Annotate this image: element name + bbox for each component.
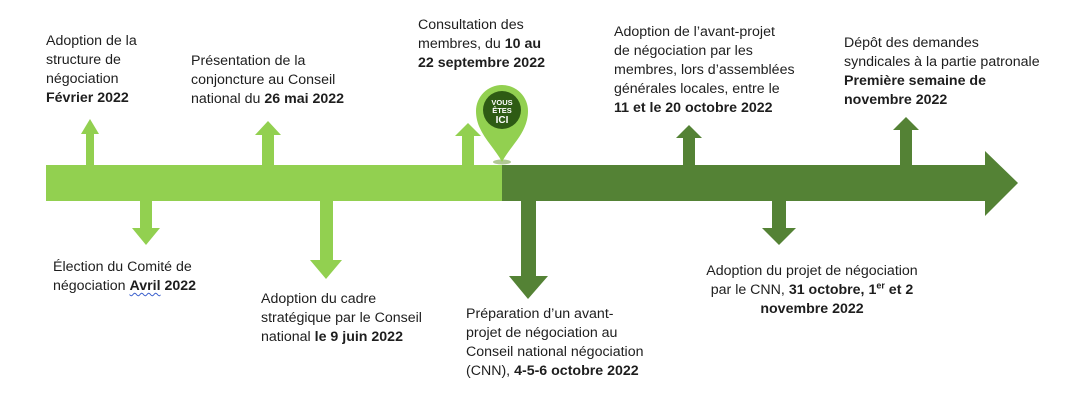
event-date: 4-5-6 octobre 2022 bbox=[514, 363, 639, 379]
event-date: 2022 bbox=[160, 278, 197, 294]
arrow-up-adoption-structure bbox=[81, 119, 99, 165]
event-line: syndicales à la partie patronale bbox=[844, 54, 1040, 70]
event-line: Adoption de l’avant-projet bbox=[614, 24, 775, 40]
event-line: générales locales, entre le bbox=[614, 81, 780, 97]
arrow-up-depot-demandes bbox=[893, 117, 919, 165]
event-line: conjoncture au Conseil bbox=[191, 72, 336, 88]
event-date: Février 2022 bbox=[46, 90, 129, 106]
event-line: membres, lors d’assemblées bbox=[614, 62, 795, 78]
event-adoption-structure: Adoption de la structure de négociation … bbox=[46, 32, 137, 108]
event-line: structure de bbox=[46, 52, 121, 68]
event-adoption-projet: Adoption du projet de négociation par le… bbox=[687, 262, 937, 319]
event-line: Conseil national négociation bbox=[466, 344, 644, 360]
event-date: 22 septembre 2022 bbox=[418, 55, 545, 71]
event-date: le 9 juin 2022 bbox=[314, 329, 403, 345]
event-preparation-avant-projet: Préparation d’un avant- projet de négoci… bbox=[466, 305, 643, 381]
event-line: Préparation d’un avant- bbox=[466, 306, 614, 322]
event-date: 26 mai 2022 bbox=[264, 91, 345, 107]
timeline-bar-upcoming bbox=[502, 151, 1018, 216]
event-line: négociation bbox=[46, 71, 119, 87]
event-line: membres, du bbox=[418, 36, 505, 52]
arrow-down-adoption-projet bbox=[762, 201, 796, 245]
event-line: par le CNN, bbox=[710, 282, 789, 298]
arrow-down-election-comite bbox=[132, 201, 160, 245]
event-line: Consultation des bbox=[418, 17, 524, 33]
event-date: novembre 2022 bbox=[844, 92, 948, 108]
event-date: 11 et le 20 octobre 2022 bbox=[614, 100, 773, 116]
event-date-suffix: er bbox=[876, 280, 885, 291]
event-line: national bbox=[261, 329, 315, 345]
arrow-down-adoption-cadre bbox=[310, 201, 342, 279]
arrow-up-presentation-conjoncture bbox=[255, 121, 281, 165]
event-line: Élection du Comité de bbox=[53, 259, 192, 275]
event-consultation-membres: Consultation des membres, du 10 au 22 se… bbox=[418, 16, 545, 73]
event-adoption-avant-projet: Adoption de l’avant-projet de négociatio… bbox=[614, 23, 795, 118]
event-line: Adoption du projet de négociation bbox=[706, 263, 918, 279]
event-adoption-cadre: Adoption du cadre stratégique par le Con… bbox=[261, 290, 422, 347]
arrow-down-preparation bbox=[509, 201, 548, 299]
event-line: Dépôt des demandes bbox=[844, 35, 979, 51]
event-date: et 2 bbox=[884, 282, 914, 298]
event-date: 31 octobre, 1 bbox=[788, 282, 877, 298]
event-date: 10 au bbox=[504, 36, 542, 52]
event-depot-demandes: Dépôt des demandes syndicales à la parti… bbox=[844, 34, 1040, 110]
event-line: Présentation de la bbox=[191, 53, 306, 69]
event-line: (CNN), bbox=[466, 363, 515, 379]
event-date: Avril bbox=[129, 278, 161, 294]
event-line: de négociation par les bbox=[614, 43, 753, 59]
timeline-bar-completed bbox=[46, 165, 502, 201]
you-are-here-pin: VOUS ÊTES ICI bbox=[476, 85, 528, 165]
event-line: négociation bbox=[53, 278, 130, 294]
arrow-up-consultation bbox=[455, 123, 481, 165]
event-date: novembre 2022 bbox=[760, 301, 864, 317]
event-line: Adoption du cadre bbox=[261, 291, 377, 307]
event-date: Première semaine de bbox=[844, 73, 986, 89]
event-line: stratégique par le Conseil bbox=[261, 310, 422, 326]
pin-label-line3: ICI bbox=[496, 115, 509, 126]
event-election-comite: Élection du Comité de négociation Avril … bbox=[53, 258, 196, 296]
event-line: projet de négociation au bbox=[466, 325, 618, 341]
pin-label-line2: ÊTES bbox=[492, 106, 512, 115]
event-line: national du bbox=[191, 91, 265, 107]
pin-label-line1: VOUS bbox=[491, 98, 512, 107]
event-presentation-conjoncture: Présentation de la conjoncture au Consei… bbox=[191, 52, 344, 109]
arrow-up-adoption-avant-projet bbox=[676, 125, 702, 165]
event-line: Adoption de la bbox=[46, 33, 137, 49]
